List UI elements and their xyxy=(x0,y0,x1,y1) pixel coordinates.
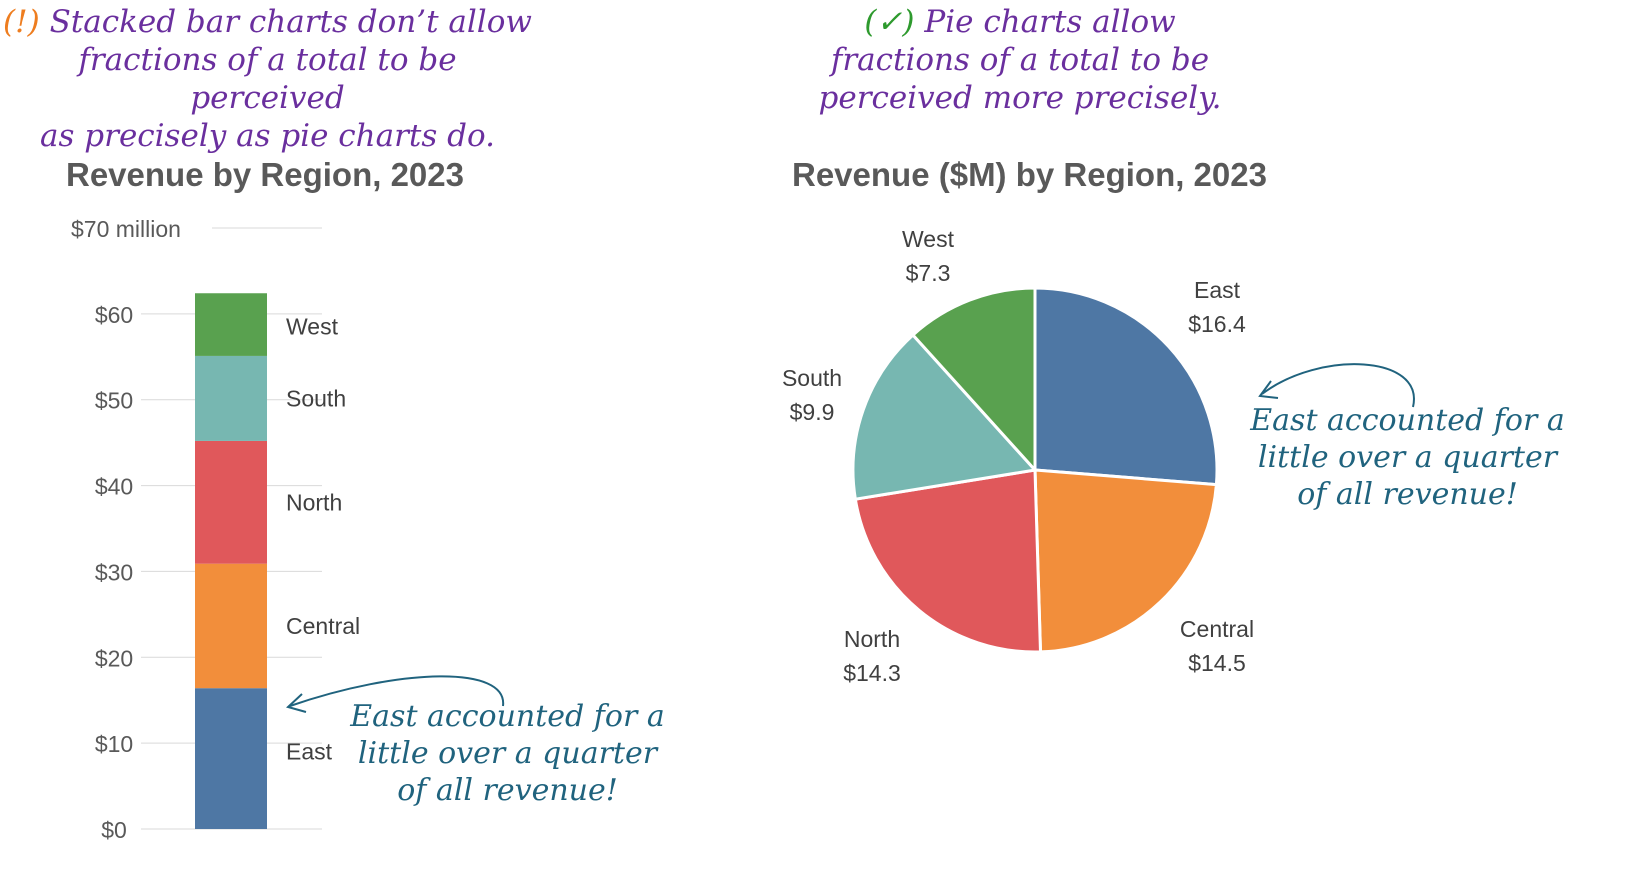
pie-chart: East $16.4 Central $14.5 North $14.3 South $9.9… xyxy=(782,226,1254,686)
y-tick-label: $70 million xyxy=(71,216,181,242)
pie-slice-east xyxy=(1033,286,1219,487)
right-caption-line-1: (✓) Pie charts allow xyxy=(864,4,1176,40)
bar-segment-west xyxy=(195,293,267,356)
right-caption: (✓) Pie charts allow fractions of a tota… xyxy=(760,3,1280,117)
bar-segment-east xyxy=(195,688,267,829)
pie-slice-value: $9.9 xyxy=(790,399,835,425)
bar-segment-label: North xyxy=(286,489,342,515)
pie-slice-name: Central xyxy=(1180,616,1254,642)
pie-slice-name: West xyxy=(902,226,955,252)
bar-segment-central xyxy=(195,563,267,689)
bar-segment-north xyxy=(195,440,267,564)
bar-chart-title: Revenue by Region, 2023 xyxy=(66,156,464,193)
warning-marker: (!) xyxy=(3,4,40,40)
left-caption-line-1: (!) Stacked bar charts don’t allow xyxy=(3,4,532,40)
bar-segment-label: Central xyxy=(286,613,360,639)
pie-slice-value: $14.3 xyxy=(843,660,901,686)
stacked-bar-chart: $0 $10 $20 $30 $40 $50 $60 $70 million East Centr… xyxy=(71,216,360,843)
pie-slice-value: $16.4 xyxy=(1188,311,1246,337)
pie-slice-south xyxy=(851,333,1037,501)
pie-annotation: East accounted for a little over a quart… xyxy=(1250,403,1565,512)
bar-segment-south xyxy=(195,355,267,441)
left-caption: (!) Stacked bar charts don’t allow fract… xyxy=(0,3,535,155)
check-marker: (✓) xyxy=(864,4,915,40)
pie-slice-name: South xyxy=(782,365,842,391)
pie-slice-value: $14.5 xyxy=(1188,650,1246,676)
left-caption-line-3: as precisely as pie charts do. xyxy=(40,118,495,154)
bar-annotation: East accounted for a little over a quart… xyxy=(350,699,665,808)
pie-annotation-arrow xyxy=(1261,363,1415,408)
bar-segment-label: South xyxy=(286,385,346,411)
y-tick-label: $30 xyxy=(95,559,133,585)
y-tick-label: $0 xyxy=(101,817,127,843)
pie-slice-value: $7.3 xyxy=(906,260,951,286)
bar-annotation-arrow xyxy=(289,675,505,707)
right-caption-line-3: perceived more precisely. xyxy=(818,80,1222,116)
bar-annotation-arrowhead xyxy=(286,693,307,713)
y-tick-label: $50 xyxy=(95,388,133,414)
y-tick-label: $60 xyxy=(95,302,133,328)
pie-slice-central xyxy=(1033,468,1218,654)
y-tick-label: $10 xyxy=(95,731,133,757)
y-tick-label: $20 xyxy=(95,645,133,671)
pie-slice-name: East xyxy=(1194,277,1241,303)
right-caption-line-2: fractions of a total to be xyxy=(830,42,1210,78)
pie-slice-north xyxy=(853,468,1042,654)
left-caption-line-2: fractions of a total to be perceived xyxy=(78,42,457,116)
pie-chart-title: Revenue ($M) by Region, 2023 xyxy=(792,156,1267,193)
pie-annotation-arrowhead xyxy=(1258,380,1279,399)
pie-slice-name: North xyxy=(844,626,900,652)
y-tick-label: $40 xyxy=(95,474,133,500)
bar-segment-label: West xyxy=(286,314,339,340)
pie-slice-west xyxy=(911,286,1037,472)
bar-segment-label: East xyxy=(286,739,333,765)
